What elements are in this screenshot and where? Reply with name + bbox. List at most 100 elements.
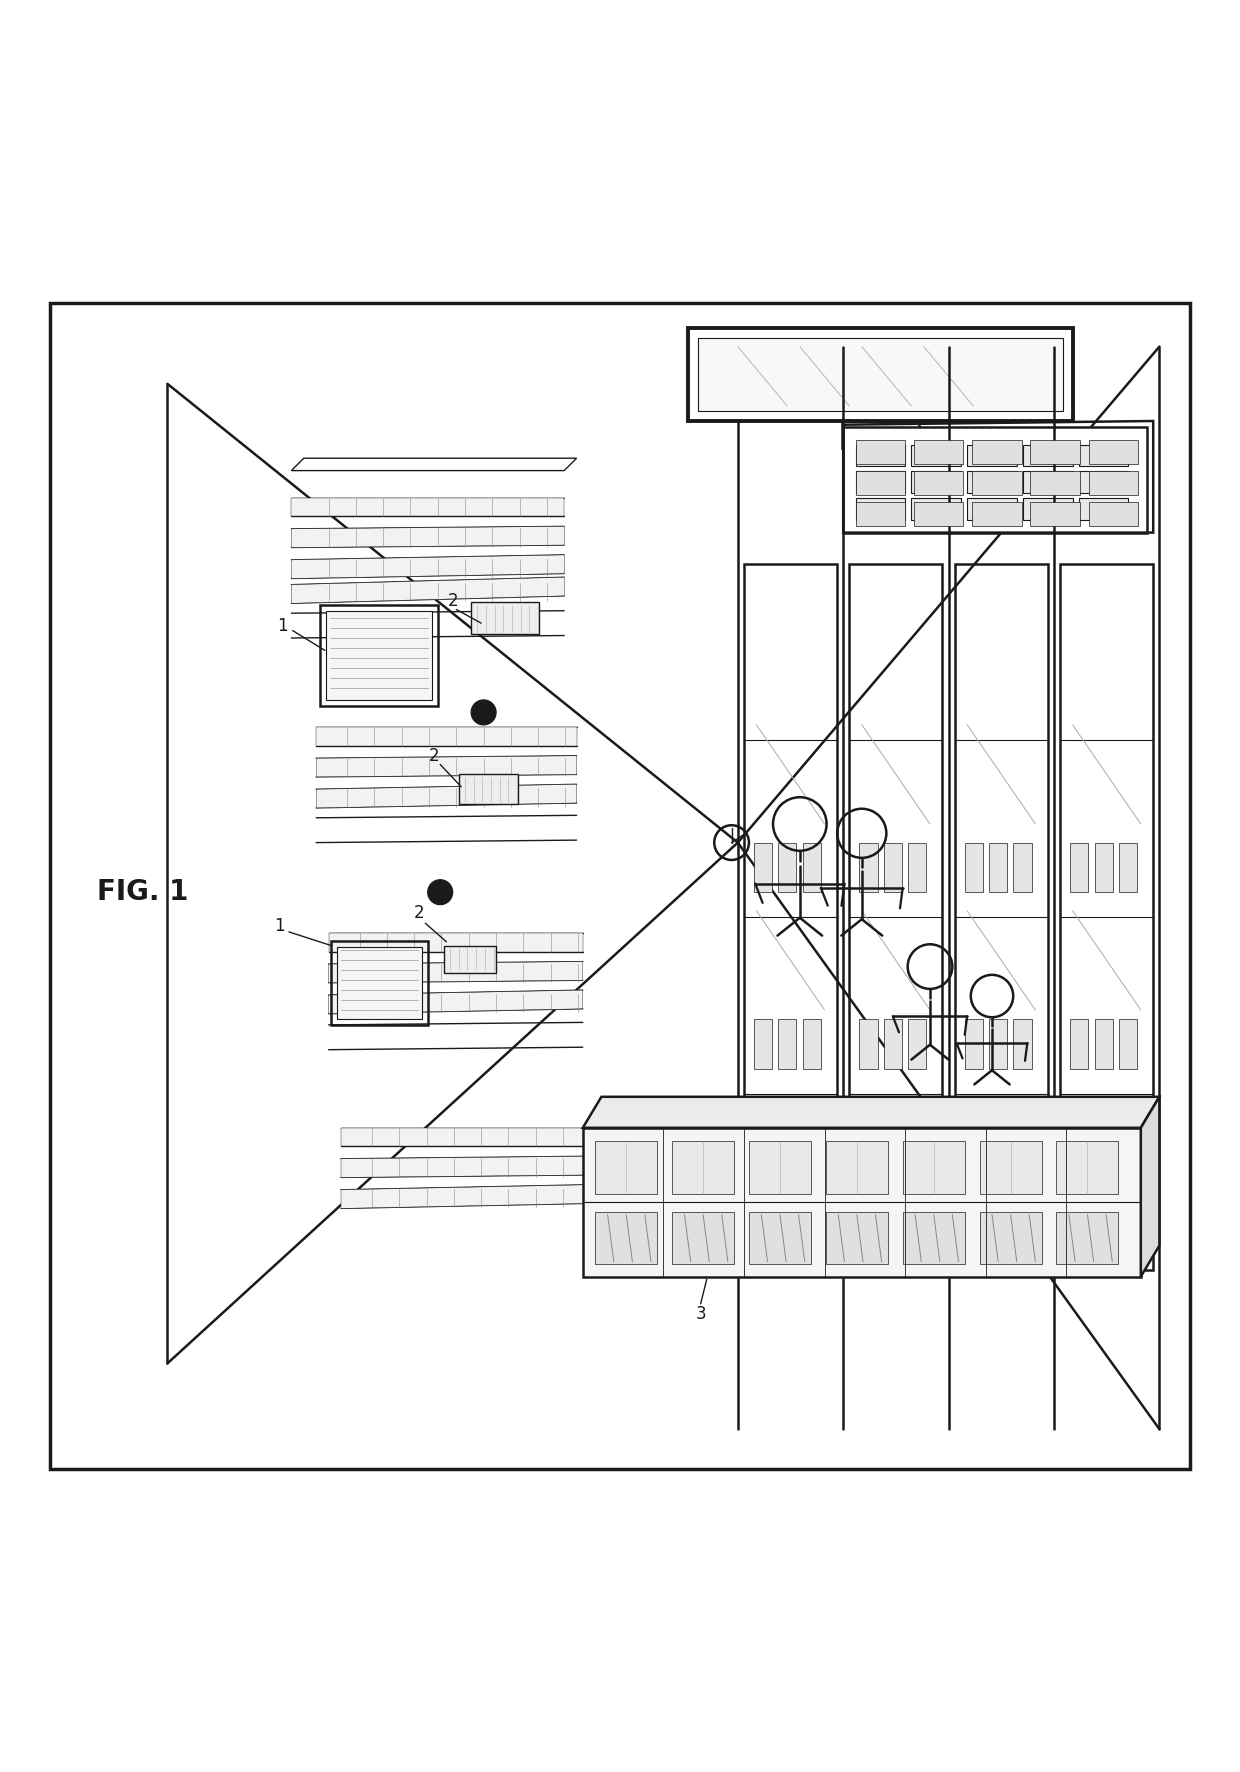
Bar xyxy=(856,445,905,466)
Bar xyxy=(1079,471,1128,493)
Bar xyxy=(967,498,1017,521)
Bar xyxy=(471,602,539,634)
Bar xyxy=(908,1019,926,1069)
Polygon shape xyxy=(341,1127,585,1146)
Bar xyxy=(1070,1019,1089,1069)
Bar xyxy=(884,843,901,891)
Bar xyxy=(1070,843,1089,891)
Bar xyxy=(1060,563,1153,1271)
Bar xyxy=(672,1141,734,1194)
Bar xyxy=(698,338,1063,411)
Text: 1: 1 xyxy=(274,916,284,934)
Bar xyxy=(672,1212,734,1263)
Polygon shape xyxy=(291,526,564,548)
Bar xyxy=(884,1196,901,1246)
Bar xyxy=(856,471,905,496)
Bar xyxy=(856,471,905,493)
Bar xyxy=(859,1019,878,1069)
Bar xyxy=(802,1196,821,1246)
Bar xyxy=(1030,501,1080,526)
Bar xyxy=(908,1196,926,1246)
Bar xyxy=(914,471,963,496)
Text: 2: 2 xyxy=(414,904,424,921)
Bar xyxy=(749,1212,811,1263)
Circle shape xyxy=(428,881,453,904)
Bar xyxy=(911,498,961,521)
Polygon shape xyxy=(291,555,564,578)
Bar xyxy=(1023,445,1073,466)
Bar xyxy=(779,1196,796,1246)
Bar xyxy=(1013,1019,1032,1069)
Bar xyxy=(1013,1196,1032,1246)
Bar xyxy=(826,1212,888,1263)
Text: 3: 3 xyxy=(696,1304,706,1324)
Bar xyxy=(337,946,422,1019)
Bar xyxy=(914,501,963,526)
Polygon shape xyxy=(1141,1097,1159,1276)
Bar xyxy=(1030,439,1080,464)
Polygon shape xyxy=(329,962,583,983)
Polygon shape xyxy=(291,578,564,602)
Polygon shape xyxy=(329,934,583,952)
Polygon shape xyxy=(316,727,577,746)
Bar xyxy=(972,501,1022,526)
Bar xyxy=(754,843,773,891)
Bar xyxy=(1079,445,1128,466)
Bar xyxy=(914,439,963,464)
Bar xyxy=(849,563,942,1271)
Bar xyxy=(1089,471,1138,496)
Bar xyxy=(972,471,1022,496)
Bar xyxy=(859,843,878,891)
Bar xyxy=(1030,471,1080,496)
Bar xyxy=(967,445,1017,466)
Polygon shape xyxy=(583,1097,1159,1127)
Bar xyxy=(779,1019,796,1069)
Bar xyxy=(990,843,1007,891)
Bar xyxy=(1013,843,1032,891)
Text: 2: 2 xyxy=(429,746,439,766)
Bar xyxy=(802,1019,821,1069)
Bar xyxy=(990,1196,1007,1246)
Bar xyxy=(990,1019,1007,1069)
Bar xyxy=(595,1141,657,1194)
Bar xyxy=(1118,843,1137,891)
Bar xyxy=(856,498,905,521)
Bar xyxy=(1118,1196,1137,1246)
Bar xyxy=(459,774,518,804)
Bar xyxy=(965,1196,983,1246)
Bar xyxy=(1056,1141,1118,1194)
Bar xyxy=(1095,843,1112,891)
Bar xyxy=(1023,471,1073,493)
Bar xyxy=(1095,1196,1112,1246)
Bar xyxy=(856,439,905,464)
Polygon shape xyxy=(316,757,577,776)
Bar xyxy=(1056,1212,1118,1263)
Bar xyxy=(1070,1196,1089,1246)
Polygon shape xyxy=(341,1157,585,1177)
Bar xyxy=(972,439,1022,464)
Bar xyxy=(980,1141,1042,1194)
Bar xyxy=(326,611,432,700)
Bar xyxy=(779,843,796,891)
Bar xyxy=(444,946,496,973)
Bar xyxy=(965,1019,983,1069)
Polygon shape xyxy=(341,1185,585,1209)
Bar xyxy=(1089,439,1138,464)
Bar xyxy=(749,1141,811,1194)
Bar xyxy=(331,941,428,1024)
Bar xyxy=(826,1141,888,1194)
Bar xyxy=(911,471,961,493)
Text: 2: 2 xyxy=(448,592,458,610)
Bar xyxy=(1023,498,1073,521)
Bar xyxy=(842,422,919,448)
Bar xyxy=(980,1212,1042,1263)
Text: 1: 1 xyxy=(278,617,288,634)
Polygon shape xyxy=(291,498,564,516)
Bar xyxy=(802,843,821,891)
Polygon shape xyxy=(316,785,577,808)
Bar xyxy=(843,427,1147,533)
Bar xyxy=(1118,1019,1137,1069)
Circle shape xyxy=(471,700,496,725)
Bar xyxy=(908,843,926,891)
Bar xyxy=(744,563,837,1271)
